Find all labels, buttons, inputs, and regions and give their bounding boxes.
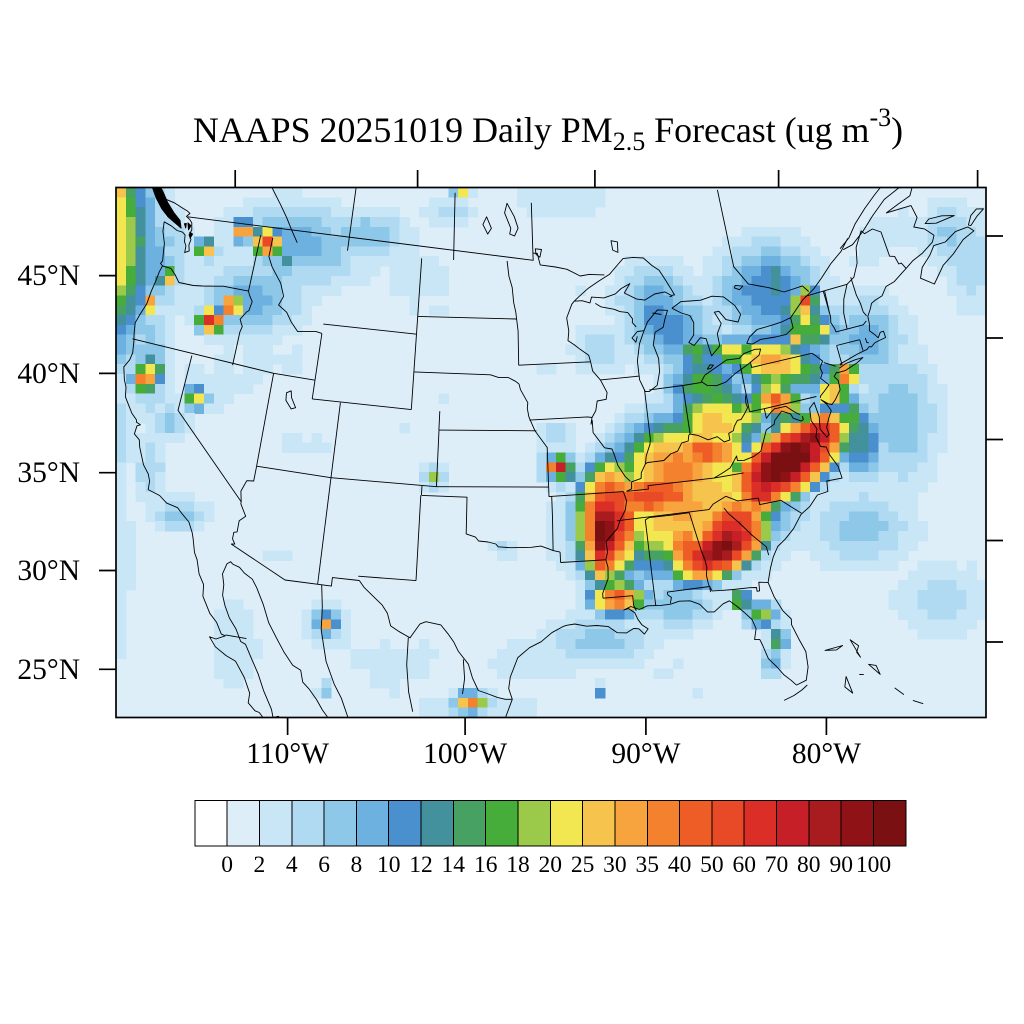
svg-text:16: 16 xyxy=(474,852,498,878)
svg-text:90: 90 xyxy=(829,852,853,878)
svg-text:80°W: 80°W xyxy=(792,738,861,770)
svg-text:45°N: 45°N xyxy=(17,260,80,292)
svg-text:90°W: 90°W xyxy=(611,738,680,770)
svg-text:110°W: 110°W xyxy=(246,738,329,770)
svg-text:10: 10 xyxy=(377,852,401,878)
svg-text:60: 60 xyxy=(732,852,756,878)
svg-text:14: 14 xyxy=(442,852,466,878)
svg-text:35: 35 xyxy=(636,852,660,878)
svg-text:50: 50 xyxy=(700,852,724,878)
svg-text:25: 25 xyxy=(571,852,595,878)
svg-text:2: 2 xyxy=(254,852,266,878)
svg-text:100°W: 100°W xyxy=(423,738,507,770)
svg-text:35°N: 35°N xyxy=(17,457,80,489)
svg-text:25°N: 25°N xyxy=(17,654,80,686)
svg-text:12: 12 xyxy=(409,852,433,878)
svg-text:70: 70 xyxy=(765,852,789,878)
svg-text:6: 6 xyxy=(318,852,330,878)
svg-text:4: 4 xyxy=(286,852,298,878)
svg-text:80: 80 xyxy=(797,852,821,878)
svg-text:40: 40 xyxy=(668,852,692,878)
svg-text:0: 0 xyxy=(221,852,233,878)
svg-text:100: 100 xyxy=(856,852,891,878)
svg-text:20: 20 xyxy=(539,852,563,878)
svg-text:18: 18 xyxy=(506,852,530,878)
svg-text:40°N: 40°N xyxy=(17,358,80,390)
svg-text:NAAPS 20251019 Daily PM2.5 For: NAAPS 20251019 Daily PM2.5 Forecast (ug … xyxy=(193,103,903,156)
svg-text:30: 30 xyxy=(603,852,627,878)
svg-text:30°N: 30°N xyxy=(17,555,80,587)
svg-text:8: 8 xyxy=(351,852,363,878)
